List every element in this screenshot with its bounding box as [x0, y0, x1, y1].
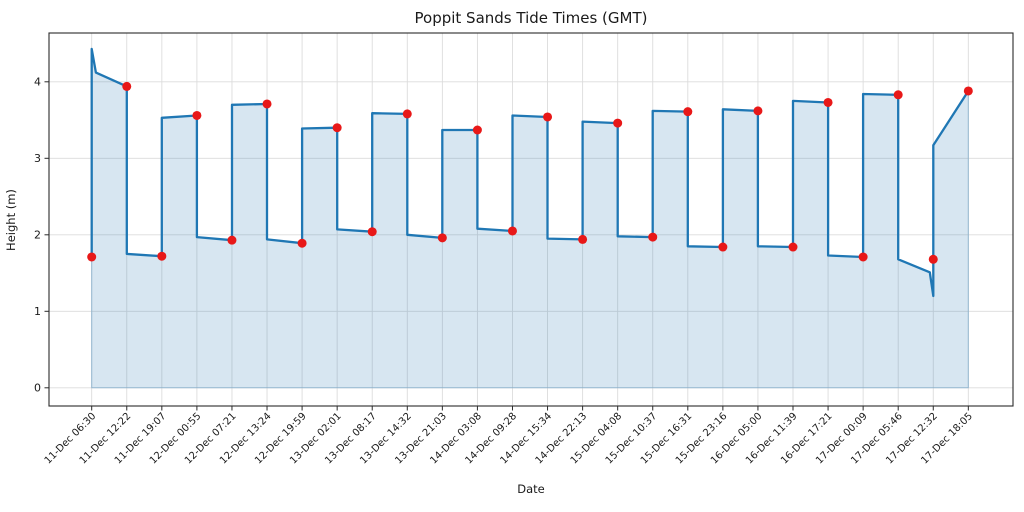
tide-extreme-marker-high: [262, 99, 272, 109]
tide-extreme-marker-high: [893, 90, 903, 100]
tide-extreme-marker-high: [472, 125, 482, 135]
tide-extreme-marker-high: [332, 123, 342, 133]
tide-extreme-marker-high: [192, 110, 202, 120]
plot-border: [48, 32, 1014, 407]
tide-extreme-marker-low: [928, 254, 938, 264]
tide-extreme-marker-high: [122, 81, 132, 91]
tide-extreme-marker-low: [578, 234, 588, 244]
tide-extreme-marker-low: [367, 227, 377, 237]
tide-extreme-marker-high: [543, 112, 553, 122]
tide-extreme-marker-high: [683, 107, 693, 117]
tide-extreme-marker-low: [507, 226, 517, 236]
tide-extreme-marker-high: [613, 118, 623, 128]
tide-extreme-marker-low: [858, 252, 868, 262]
tide-extreme-marker-low: [157, 251, 167, 261]
tide-extreme-marker-low: [718, 242, 728, 252]
tide-line: [90, 47, 970, 298]
x-axis-title: Date: [517, 482, 545, 496]
tide-extreme-marker-low: [788, 242, 798, 252]
tide-area-fill: [91, 48, 969, 389]
y-tick-label: 3: [34, 152, 41, 165]
tide-extreme-markers: [87, 81, 973, 264]
tide-extreme-marker-low: [87, 252, 97, 262]
y-tick-label: 2: [34, 229, 41, 242]
y-tick-label: 4: [34, 76, 41, 89]
chart-title: Poppit Sands Tide Times (GMT): [414, 9, 648, 27]
tide-extreme-marker-low: [437, 233, 447, 243]
y-tick-label: 1: [34, 305, 41, 318]
tide-extreme-marker-low: [297, 238, 307, 248]
tide-extreme-marker-high: [402, 109, 412, 119]
tide-extreme-marker-low: [227, 235, 237, 245]
tide-extreme-marker-high: [823, 97, 833, 107]
y-tick-labels: 0 1 2 3 4: [34, 76, 41, 395]
y-tick-label: 0: [34, 382, 41, 395]
tide-extreme-marker-low: [648, 232, 658, 242]
tick-marks: [44, 81, 969, 411]
tide-extreme-marker-high: [753, 106, 763, 116]
tide-extreme-marker-high: [963, 86, 973, 96]
